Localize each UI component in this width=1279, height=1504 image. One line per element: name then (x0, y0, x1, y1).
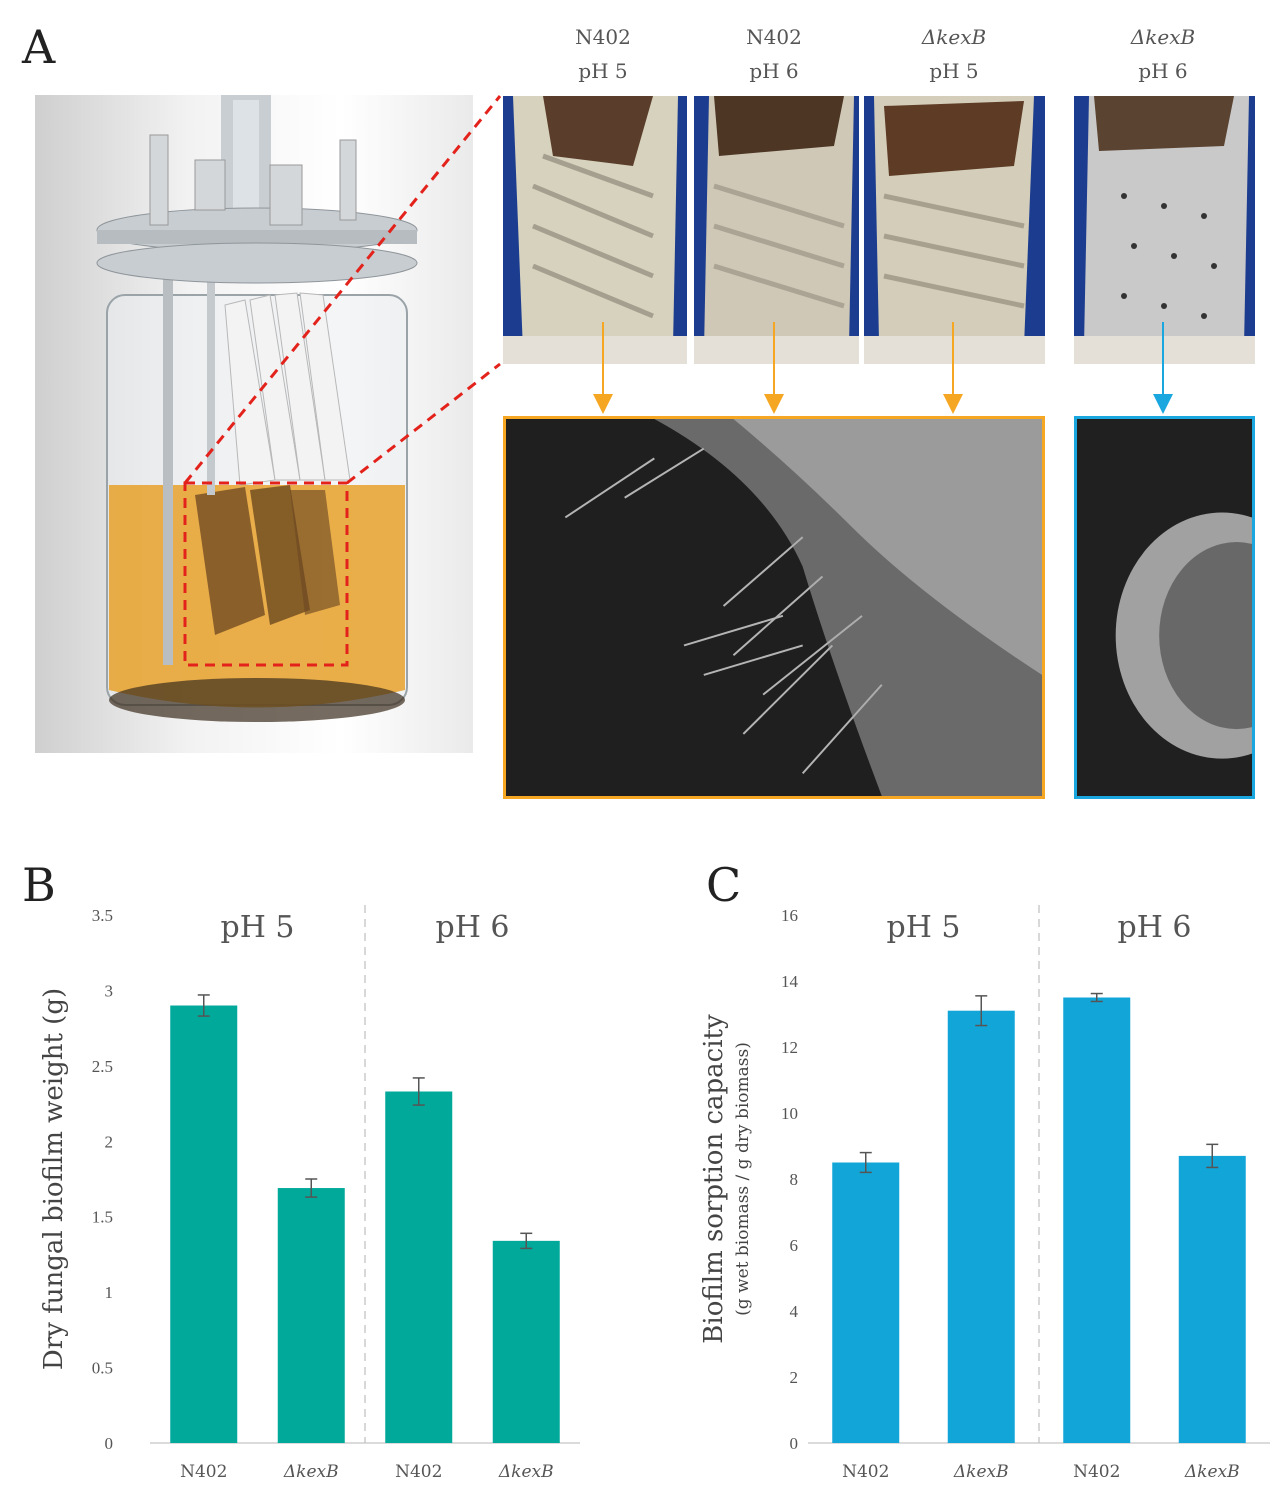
micrograph-kexb-colony (1074, 416, 1255, 799)
bar (492, 1240, 560, 1443)
category-label: ΔkexB (498, 1462, 554, 1482)
photo-label-4-ph: pH 6 (1138, 59, 1188, 83)
photo-label-2: N402 pH 6 (679, 20, 869, 88)
photo-label-1: N402 pH 5 (508, 20, 698, 88)
photo-label-2-strain: N402 (746, 25, 802, 49)
y-tick-label: 0 (105, 1434, 114, 1453)
category-label: N402 (395, 1462, 442, 1482)
category-label: N402 (180, 1462, 227, 1482)
bar (277, 1188, 345, 1443)
chart-b-biofilm-weight: 0 0.5 1 1.5 2 2.5 3 3.5 pH 5 pH 6 N402 ΔkexB N402 Δke… (0, 880, 600, 1504)
photo-label-3-ph: pH 5 (929, 59, 979, 83)
bar (170, 1005, 238, 1443)
y-tick-label: 2 (105, 1132, 114, 1151)
group-label: pH 6 (436, 910, 510, 945)
chart-c-sorption-capacity: 0 2 4 6 8 10 12 14 16 pH 5 pH 6 N402 ΔkexB N402 ΔkexB B… (640, 880, 1279, 1504)
group-label: pH 6 (1118, 910, 1192, 945)
bioreactor-illustration (35, 95, 473, 753)
biofilm-photo-n402-ph5 (503, 96, 687, 364)
bar (1063, 997, 1131, 1443)
y-tick-label: 2.5 (92, 1057, 113, 1076)
y-tick-label: 0.5 (92, 1359, 113, 1378)
panel-b-letter: B (22, 858, 56, 912)
photo-label-1-ph: pH 5 (578, 59, 628, 83)
y-tick-label: 10 (781, 1104, 798, 1123)
bar (1178, 1155, 1246, 1443)
category-label: ΔkexB (1184, 1462, 1240, 1482)
y-tick-label: 16 (781, 906, 798, 925)
biofilm-photo-kexb-ph5 (864, 96, 1045, 364)
y-tick-label: 1 (105, 1283, 114, 1302)
y-axis-sublabel: (g wet biomass / g dry biomass) (733, 1042, 753, 1316)
y-tick-label: 2 (790, 1368, 799, 1387)
photo-label-3: ΔkexB pH 5 (859, 20, 1049, 88)
photo-label-4-strain: ΔkexB (1130, 25, 1196, 49)
biofilm-photo-n402-ph6 (694, 96, 859, 364)
y-axis-label: Dry fungal biofilm weight (g) (39, 988, 69, 1370)
y-tick-label: 6 (790, 1236, 799, 1255)
y-tick-label: 1.5 (92, 1208, 113, 1227)
category-label: N402 (842, 1462, 889, 1482)
bar (385, 1091, 453, 1443)
photo-label-2-ph: pH 6 (749, 59, 799, 83)
y-tick-label: 12 (781, 1038, 798, 1057)
category-label: N402 (1073, 1462, 1120, 1482)
photo-label-1-strain: N402 (575, 25, 631, 49)
bar (832, 1162, 900, 1443)
y-tick-label: 14 (781, 972, 799, 991)
group-label: pH 5 (221, 910, 295, 945)
category-label: ΔkexB (283, 1462, 339, 1482)
category-label: ΔkexB (953, 1462, 1009, 1482)
panel-a-letter: A (22, 20, 56, 74)
bar (947, 1010, 1015, 1443)
y-axis-label: Biofilm sorption capacity (699, 1014, 729, 1344)
y-tick-label: 4 (790, 1302, 799, 1321)
y-tick-label: 8 (790, 1170, 799, 1189)
panel-c-letter: C (706, 858, 742, 912)
photo-label-4: ΔkexB pH 6 (1068, 20, 1258, 88)
y-tick-label: 3.5 (92, 906, 113, 925)
micrograph-hyphae (503, 416, 1045, 799)
biofilm-photo-kexb-ph6 (1074, 96, 1255, 364)
y-tick-label: 0 (790, 1434, 799, 1453)
photo-label-3-strain: ΔkexB (921, 25, 987, 49)
group-label: pH 5 (887, 910, 961, 945)
y-tick-label: 3 (105, 981, 114, 1000)
